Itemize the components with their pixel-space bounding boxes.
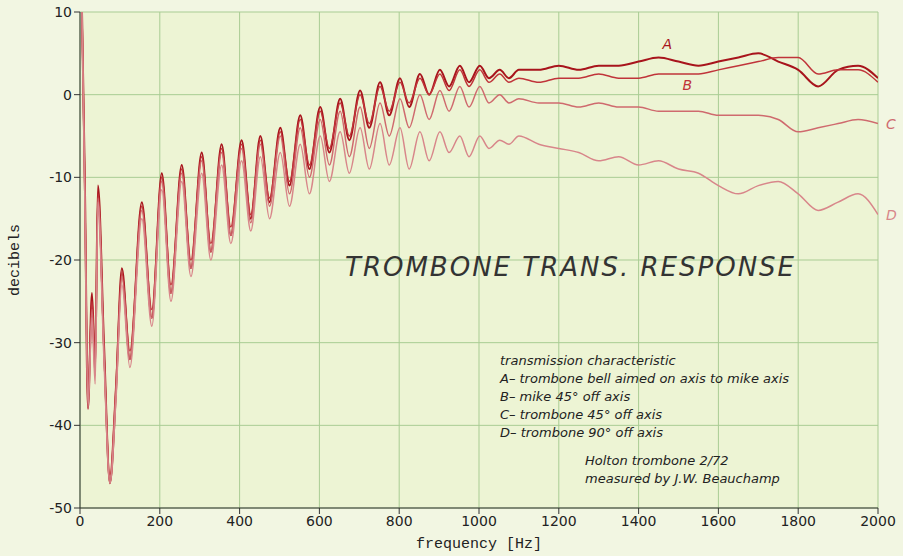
svg-text:-50: -50 (49, 500, 72, 516)
svg-text:1400: 1400 (621, 513, 657, 529)
html-text:transmission characteristic: transmission characteristic (500, 353, 676, 368)
svg-text:2000: 2000 (860, 513, 896, 529)
html-text:measured by J.W. Beauchamp: measured by J.W. Beauchamp (585, 471, 780, 486)
svg-text:200: 200 (146, 513, 173, 529)
html-text:B– mike 45° off axis: B– mike 45° off axis (500, 389, 631, 404)
svg-text:B: B (683, 77, 693, 93)
svg-text:1800: 1800 (780, 513, 816, 529)
html-text:Holton trombone 2/72: Holton trombone 2/72 (585, 453, 729, 468)
svg-text:C: C (886, 116, 896, 132)
svg-text:-20: -20 (49, 252, 72, 268)
svg-text:400: 400 (226, 513, 253, 529)
svg-text:frequency [Hz]: frequency [Hz] (416, 536, 542, 553)
html-text:A– trombone bell aimed on axis: A– trombone bell aimed on axis to mike a… (500, 371, 790, 386)
html-text:D– trombone 90° off axis: D– trombone 90° off axis (500, 425, 663, 440)
svg-text:1600: 1600 (701, 513, 737, 529)
svg-text:10: 10 (54, 4, 72, 20)
svg-text:600: 600 (306, 513, 333, 529)
html-text:TROMBONE TRANS. RESPONSE: TROMBONE TRANS. RESPONSE (345, 252, 796, 282)
svg-text:decibels: decibels (7, 224, 24, 296)
svg-text:800: 800 (386, 513, 413, 529)
svg-text:0: 0 (63, 87, 72, 103)
html-text:C– trombone 45° off axis: C– trombone 45° off axis (500, 407, 662, 422)
svg-text:1000: 1000 (461, 513, 497, 529)
svg-text:-40: -40 (49, 417, 72, 433)
svg-text:0: 0 (76, 513, 85, 529)
svg-text:-30: -30 (49, 335, 72, 351)
svg-text:A: A (662, 36, 673, 52)
svg-text:-10: -10 (49, 169, 72, 185)
svg-text:D: D (886, 207, 897, 223)
svg-text:1200: 1200 (541, 513, 577, 529)
